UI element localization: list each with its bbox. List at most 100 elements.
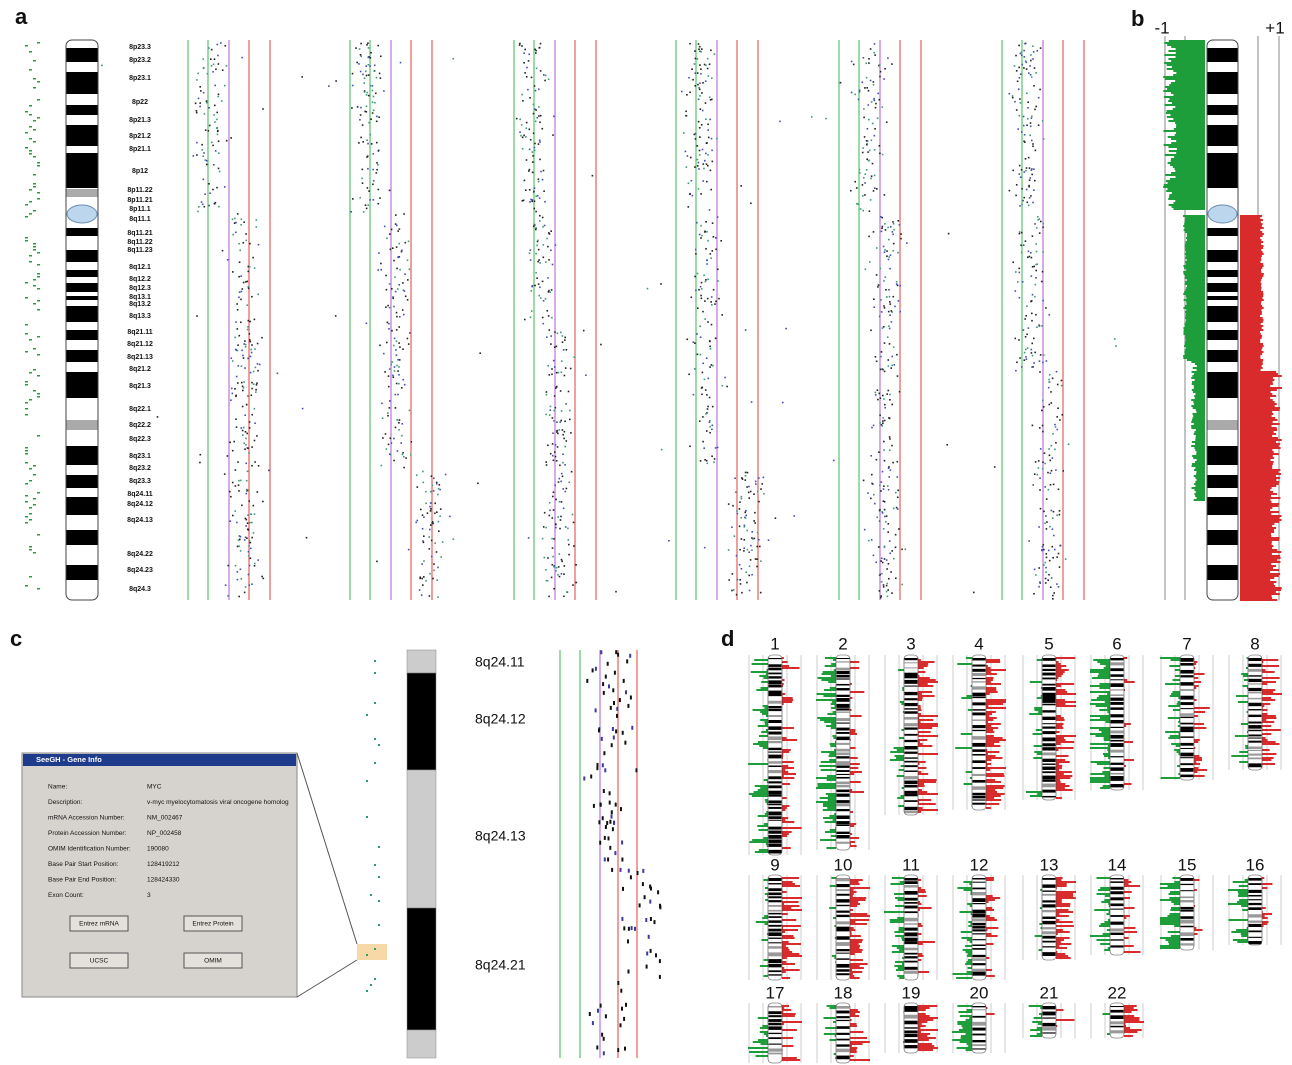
band-dark: [905, 757, 918, 758]
probe-dot: [391, 330, 393, 332]
probe-dot: [537, 195, 539, 197]
gain-bar: [1124, 907, 1135, 909]
probe-dot: [519, 43, 521, 45]
loss-bar: [1186, 263, 1205, 265]
probe-dot: [711, 364, 713, 366]
gain-bar: [986, 737, 1003, 739]
probe-dot: [1051, 510, 1053, 512]
band-label: 8q21.12: [127, 341, 153, 348]
probe-dot: [856, 187, 858, 189]
probe-dot: [897, 461, 899, 463]
loss-bar: [966, 951, 972, 953]
probe-dot: [258, 244, 260, 246]
probe-dot: [706, 231, 708, 233]
gain-bar: [918, 1019, 933, 1021]
probe-dot: [245, 344, 247, 346]
gain-bar: [1240, 293, 1263, 295]
probe-dot: [389, 453, 391, 455]
loss-bar: [1195, 379, 1205, 381]
probe-dot: [1027, 107, 1029, 109]
band-dark: [973, 1034, 986, 1036]
loss-bar: [1107, 929, 1110, 931]
probe-dot: [1021, 131, 1023, 133]
band-dark: [905, 662, 918, 663]
probe-dot: [1019, 98, 1021, 100]
gain-bar: [1240, 421, 1273, 423]
gain-bar: [782, 773, 796, 775]
loss-bar: [968, 953, 972, 955]
loss-bar: [762, 713, 768, 715]
band-dark: [1249, 688, 1262, 691]
probe-dot: [878, 284, 880, 286]
loss-bar: [1173, 202, 1205, 204]
loss-bar: [970, 905, 972, 907]
gain-bar: [782, 833, 789, 835]
probe-dot: [1051, 402, 1053, 404]
loss-bar: [1033, 757, 1042, 759]
probe-dot: [603, 691, 605, 695]
gain-bar: [850, 977, 860, 979]
probe-dot: [1030, 177, 1032, 179]
probe-dot: [227, 259, 229, 261]
probe-dot: [1043, 511, 1045, 513]
loss-bar: [1186, 287, 1205, 289]
field-value: 190080: [147, 846, 169, 853]
loss-bar: [1241, 905, 1248, 907]
probe-dot: [851, 61, 853, 63]
probe-dot: [862, 184, 864, 186]
band-dark: [905, 1030, 918, 1033]
loss-bar: [821, 679, 836, 681]
probe-dot: [701, 288, 703, 290]
probe-dot: [604, 857, 606, 861]
gain-bar: [1056, 691, 1067, 693]
gain-bar: [1240, 237, 1260, 239]
probe-dot: [585, 374, 587, 376]
probe-dot: [391, 229, 393, 231]
band-dark: [1043, 921, 1056, 924]
gain-bar: [850, 897, 866, 899]
band-label: 8q24.13: [475, 828, 526, 844]
probe-dot: [1034, 296, 1036, 298]
loss-bar: [1100, 887, 1110, 889]
probe-dot: [302, 408, 304, 410]
band-dark: [1181, 890, 1194, 891]
loss-bar: [1095, 735, 1110, 737]
probe-dot: [896, 281, 898, 283]
probe-dot: [880, 490, 882, 492]
band-label: 8q11.21: [127, 230, 152, 237]
gain-bar: [1240, 501, 1272, 503]
loss-bar: [1191, 445, 1205, 447]
gain-bar: [1240, 415, 1272, 417]
probe-dot: [1040, 221, 1042, 223]
probe-dot: [654, 920, 656, 924]
probe-dot: [713, 289, 715, 291]
probe-dot: [390, 438, 392, 440]
probe-dot: [539, 262, 541, 264]
gain-bar: [850, 771, 862, 773]
loss-bar: [1171, 46, 1205, 48]
probe-dot: [248, 271, 250, 273]
band-dark: [973, 730, 986, 731]
band-dark: [905, 928, 918, 931]
loss-bar: [819, 765, 836, 767]
probe-dot: [220, 42, 222, 44]
loss-bar: [1168, 136, 1205, 138]
loss-bar: [1169, 196, 1205, 198]
band: [407, 770, 436, 908]
probe-dot: [565, 526, 567, 528]
probe-dot: [1036, 263, 1038, 265]
probe-dot: [277, 373, 279, 375]
loss-bar: [1176, 152, 1205, 154]
probe-tick: [25, 516, 28, 518]
gain-bar: [1240, 375, 1282, 377]
probe-dot: [1030, 74, 1032, 76]
probe-dot: [884, 460, 886, 462]
probe-dot: [598, 728, 600, 732]
probe-dot: [700, 68, 702, 70]
probe-dot: [393, 376, 395, 378]
probe-dot: [1023, 116, 1025, 118]
gain-bar: [782, 877, 799, 879]
loss-bar: [1170, 164, 1205, 166]
gain-bar: [1240, 443, 1280, 445]
band-dark: [837, 1039, 850, 1041]
